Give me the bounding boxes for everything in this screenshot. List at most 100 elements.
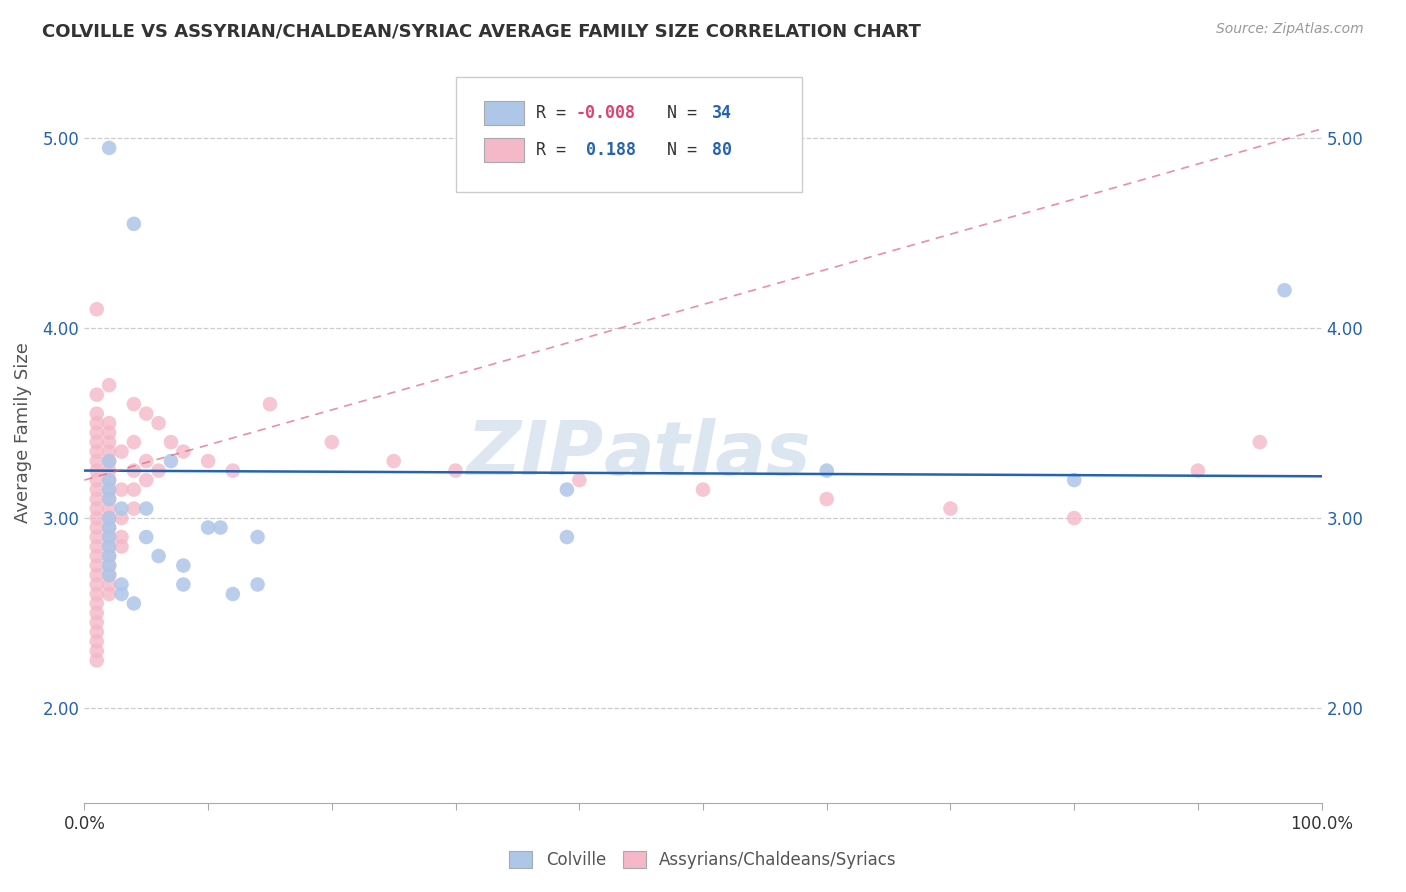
Point bbox=[86, 425, 108, 440]
Point bbox=[86, 387, 108, 401]
Point bbox=[86, 416, 108, 430]
Y-axis label: Average Family Size: Average Family Size bbox=[14, 343, 31, 523]
Point bbox=[209, 520, 232, 534]
Point bbox=[110, 511, 132, 525]
Point bbox=[86, 624, 108, 639]
Point bbox=[692, 483, 714, 497]
Point bbox=[86, 454, 108, 468]
Point bbox=[98, 549, 121, 563]
Point bbox=[86, 615, 108, 630]
Point bbox=[122, 397, 145, 411]
Point bbox=[110, 540, 132, 554]
Point bbox=[98, 558, 121, 573]
Point bbox=[86, 302, 108, 317]
Point bbox=[135, 530, 157, 544]
Point bbox=[98, 530, 121, 544]
Point bbox=[568, 473, 591, 487]
Point bbox=[86, 530, 108, 544]
Point bbox=[1249, 435, 1271, 450]
Point bbox=[86, 473, 108, 487]
Point bbox=[98, 378, 121, 392]
Point bbox=[98, 483, 121, 497]
Text: ZIP: ZIP bbox=[467, 418, 605, 491]
Point bbox=[98, 473, 121, 487]
Point bbox=[98, 540, 121, 554]
Point bbox=[939, 501, 962, 516]
FancyBboxPatch shape bbox=[484, 138, 523, 161]
Point bbox=[555, 483, 578, 497]
Point bbox=[148, 464, 170, 478]
Point bbox=[122, 435, 145, 450]
Point bbox=[135, 473, 157, 487]
Legend: Colville, Assyrians/Chaldeans/Syriacs: Colville, Assyrians/Chaldeans/Syriacs bbox=[502, 845, 904, 876]
Point bbox=[86, 540, 108, 554]
Point bbox=[86, 549, 108, 563]
Point bbox=[86, 407, 108, 421]
Point bbox=[135, 407, 157, 421]
Point bbox=[110, 530, 132, 544]
Point bbox=[86, 577, 108, 591]
Point bbox=[98, 501, 121, 516]
Point bbox=[172, 577, 194, 591]
Point bbox=[86, 501, 108, 516]
Point bbox=[98, 511, 121, 525]
Text: R =: R = bbox=[536, 141, 576, 159]
Point bbox=[98, 473, 121, 487]
Point bbox=[86, 511, 108, 525]
Point bbox=[98, 511, 121, 525]
FancyBboxPatch shape bbox=[484, 101, 523, 125]
Point bbox=[86, 568, 108, 582]
Point bbox=[110, 577, 132, 591]
Point bbox=[259, 397, 281, 411]
Point bbox=[135, 501, 157, 516]
Point bbox=[197, 520, 219, 534]
FancyBboxPatch shape bbox=[456, 78, 801, 192]
Point bbox=[98, 435, 121, 450]
Point bbox=[172, 558, 194, 573]
Point bbox=[444, 464, 467, 478]
Point bbox=[135, 454, 157, 468]
Point bbox=[555, 530, 578, 544]
Point bbox=[86, 444, 108, 458]
Point bbox=[86, 606, 108, 620]
Point bbox=[122, 464, 145, 478]
Point bbox=[110, 587, 132, 601]
Point bbox=[98, 520, 121, 534]
Point bbox=[98, 454, 121, 468]
Text: N =: N = bbox=[657, 141, 707, 159]
Point bbox=[86, 653, 108, 667]
Text: atlas: atlas bbox=[605, 418, 811, 491]
Point bbox=[160, 435, 183, 450]
Point bbox=[122, 483, 145, 497]
Point bbox=[86, 634, 108, 648]
Point bbox=[222, 587, 245, 601]
Point bbox=[197, 454, 219, 468]
Point bbox=[98, 444, 121, 458]
Text: 80: 80 bbox=[711, 141, 731, 159]
Point bbox=[1063, 473, 1085, 487]
Point bbox=[148, 416, 170, 430]
Point bbox=[86, 520, 108, 534]
Point bbox=[122, 597, 145, 611]
Point bbox=[98, 530, 121, 544]
Point bbox=[98, 540, 121, 554]
Point bbox=[98, 568, 121, 582]
Text: 34: 34 bbox=[711, 103, 731, 122]
Point bbox=[246, 530, 269, 544]
Point bbox=[98, 568, 121, 582]
Text: N =: N = bbox=[657, 103, 707, 122]
Text: R =: R = bbox=[536, 103, 576, 122]
Point bbox=[98, 558, 121, 573]
Point bbox=[86, 483, 108, 497]
Point bbox=[98, 491, 121, 506]
Point bbox=[321, 435, 343, 450]
Point bbox=[86, 464, 108, 478]
Point bbox=[148, 549, 170, 563]
Point bbox=[122, 217, 145, 231]
Point bbox=[98, 454, 121, 468]
Point bbox=[172, 444, 194, 458]
Point bbox=[86, 644, 108, 658]
Point bbox=[86, 597, 108, 611]
Text: 0.188: 0.188 bbox=[575, 141, 636, 159]
Point bbox=[110, 501, 132, 516]
